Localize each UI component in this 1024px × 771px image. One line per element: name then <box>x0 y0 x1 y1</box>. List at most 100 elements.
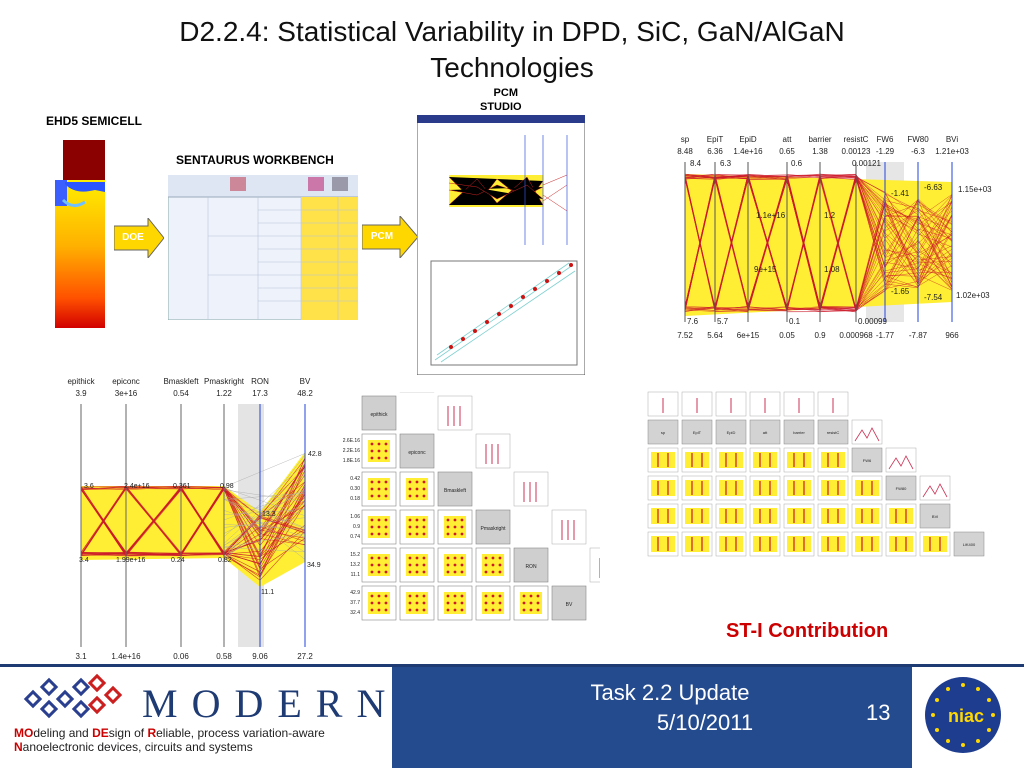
scatter-point <box>415 480 419 484</box>
scatter-envelope <box>651 452 675 468</box>
scatter-point <box>370 556 374 560</box>
matrix-diag-label: LiK400 <box>963 542 976 547</box>
scatter-point <box>408 480 412 484</box>
task-line1: Task 2.2 Update <box>590 680 750 705</box>
axis-bottom-value: 3.1 <box>75 652 87 661</box>
tagline-part: deling and <box>33 726 93 740</box>
filtered-line <box>223 490 306 534</box>
scatter-point <box>422 608 426 612</box>
axis-marker-label: -1.41 <box>891 189 910 198</box>
scatter-point <box>377 608 381 612</box>
scatter-point <box>384 449 388 453</box>
axis-header: FW80 <box>907 135 929 144</box>
axis-top-value: 8.48 <box>677 147 693 156</box>
axis-header: Bmaskleft <box>163 377 199 386</box>
data-line <box>80 486 306 547</box>
scatter-point <box>491 563 495 567</box>
scatter-point <box>484 570 488 574</box>
axis-top-value: 17.3 <box>252 389 268 398</box>
matrix-tick: 2.2E.16 <box>343 448 360 454</box>
scatter-point <box>377 480 381 484</box>
scatter-point <box>453 563 457 567</box>
scatter-envelope <box>719 480 743 496</box>
matrix-diag-label: epiconc <box>408 450 426 456</box>
scatter-envelope <box>753 452 777 468</box>
axis-top-value: 1.4e+16 <box>733 147 763 156</box>
matrix-tick: 0.9 <box>353 524 360 530</box>
axis-marker-label: 1.1e+16 <box>756 211 786 220</box>
histogram-line <box>854 427 880 442</box>
scatter-point <box>422 525 426 529</box>
modern-tagline: MOdeling and DEsign of Reliable, process… <box>14 726 325 754</box>
scatter-point <box>522 601 526 605</box>
matrix-cell <box>551 585 587 621</box>
scatter-point <box>384 556 388 560</box>
scatter-point <box>377 525 381 529</box>
matrix-diag-label: EpiD <box>727 430 736 435</box>
tagline-part: sign of <box>108 726 148 740</box>
scatter-point <box>384 570 388 574</box>
histogram-line <box>888 455 914 470</box>
parallel-coordinates-bottom: epithick 3.9 3.1 epiconc 3e+16 1.4e+16 Bmaskle… <box>67 377 321 661</box>
axis-marker-label: 0.98 <box>220 483 234 490</box>
modern-brand: MODERN <box>142 681 400 726</box>
axis-bottom-value: 0.05 <box>779 331 795 340</box>
axis-header: Pmaskright <box>204 377 245 386</box>
scatter-point <box>453 518 457 522</box>
scatter-envelope <box>787 508 811 524</box>
axis-header: sp <box>681 135 690 144</box>
axis-marker-label: 13.3 <box>262 511 276 518</box>
scatter-point <box>453 556 457 560</box>
doe-arrow-label: DOE <box>122 232 144 243</box>
matrix-tick: 13.2 <box>350 562 360 568</box>
histogram-cell <box>851 419 883 445</box>
scatter-point <box>453 570 457 574</box>
scatter-point <box>498 556 502 560</box>
scatter-point <box>370 449 374 453</box>
scatter-point <box>498 563 502 567</box>
doe-arrow: DOE <box>114 218 164 258</box>
scatter-point <box>522 608 526 612</box>
axis-marker-label: 1.08 <box>824 265 840 274</box>
axis-top-value: 1.21e+03 <box>935 147 969 156</box>
axis-marker-label: 1.15e+03 <box>958 185 992 194</box>
scatter-point <box>498 594 502 598</box>
matrix-diag-cell <box>783 419 815 445</box>
scatter-point <box>415 608 419 612</box>
data-line <box>80 485 306 554</box>
parallel-coordinates-top: sp 8.48 7.52 EpiT 6.36 5.64 EpiD 1.4e+16 6e+15 at… <box>677 135 992 340</box>
pcm-studio-label-line1: PCM <box>493 87 518 99</box>
axis-marker-label: 0.1 <box>789 317 801 326</box>
axis-header: att <box>783 135 793 144</box>
axis-marker-label: 0.24 <box>171 557 185 564</box>
filtered-line <box>223 463 306 537</box>
scatter-point <box>491 601 495 605</box>
filtered-line <box>223 492 306 500</box>
matrix-diag-label: EpiT <box>693 430 702 435</box>
scatter-point <box>370 487 374 491</box>
axis-marker-label: 1.02e+03 <box>956 291 990 300</box>
axis-header: EpiD <box>739 135 757 144</box>
scatter-envelope <box>685 536 709 552</box>
matrix-diag-cell <box>817 419 849 445</box>
axis-marker-label: 8.4 <box>690 159 702 168</box>
scatter-envelope <box>719 452 743 468</box>
scatter-point <box>415 487 419 491</box>
scatter-point <box>460 563 464 567</box>
scatter-envelope <box>889 508 913 524</box>
scatter-point <box>384 594 388 598</box>
scatter-point <box>377 570 381 574</box>
matrix-tick: 1.8E.16 <box>343 458 360 464</box>
matrix-diag-cell <box>715 419 747 445</box>
scatter-point <box>415 570 419 574</box>
axis-marker-label: 11.1 <box>261 589 274 596</box>
scatter-point <box>422 518 426 522</box>
matrix-diag-label: att <box>763 430 768 435</box>
scatter-point <box>370 608 374 612</box>
axis-header: barrier <box>808 135 831 144</box>
histogram-cell <box>437 395 473 431</box>
scatter-envelope <box>787 536 811 552</box>
scatter-point <box>453 594 457 598</box>
scatter-point <box>384 525 388 529</box>
scatter-point <box>415 556 419 560</box>
